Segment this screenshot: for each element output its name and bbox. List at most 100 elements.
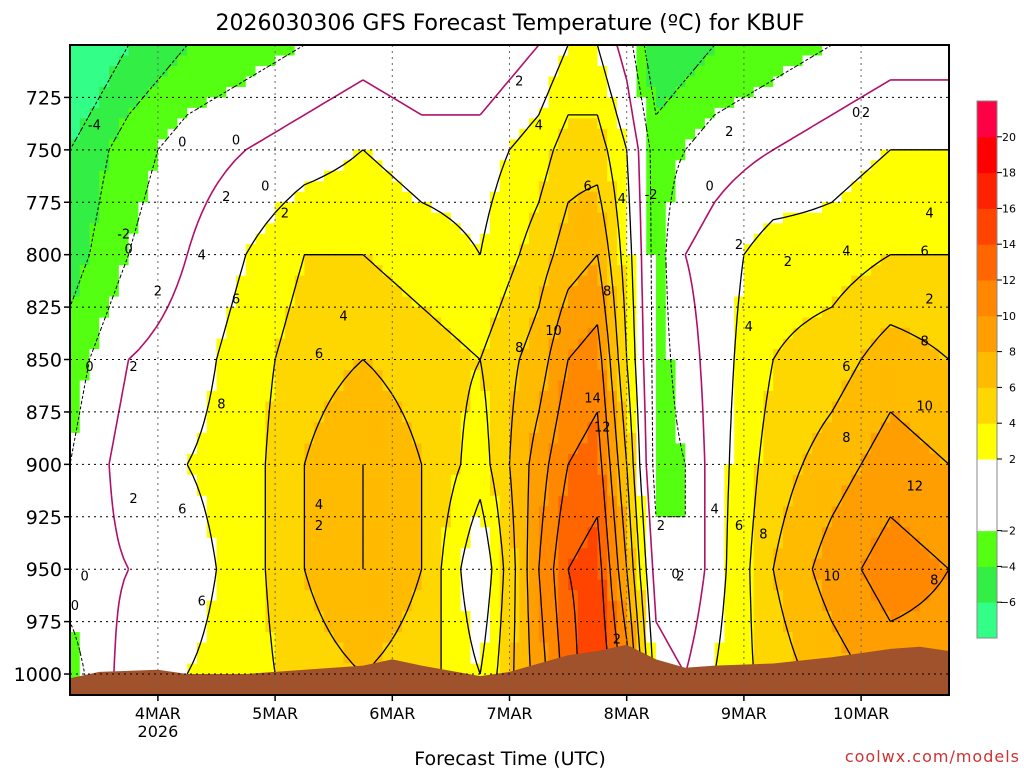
temperature-cell: [470, 181, 481, 193]
temperature-cell: [226, 307, 237, 319]
temperature-cell: [353, 474, 364, 486]
temperature-cell: [421, 516, 432, 528]
temperature-cell: [519, 149, 530, 161]
temperature-cell: [538, 307, 550, 319]
temperature-cell: [411, 244, 423, 256]
temperature-cell: [685, 296, 696, 308]
temperature-cell: [685, 191, 696, 203]
temperature-cell: [323, 107, 335, 119]
temperature-cell: [529, 76, 540, 88]
temperature-cell: [372, 45, 384, 57]
temperature-cell: [734, 212, 745, 224]
temperature-cell: [822, 191, 833, 203]
temperature-cell: [929, 181, 940, 193]
temperature-cell: [548, 275, 559, 287]
temperature-cell: [480, 464, 491, 476]
temperature-cell: [304, 390, 315, 403]
temperature-cell: [665, 118, 677, 130]
temperature-cell: [870, 76, 882, 88]
temperature-cell: [236, 223, 247, 235]
temperature-cell: [421, 275, 432, 287]
temperature-cell: [157, 390, 169, 403]
temperature-cell: [626, 212, 638, 224]
temperature-cell: [372, 516, 384, 528]
temperature-cell: [402, 453, 413, 465]
temperature-cell: [822, 265, 833, 277]
temperature-cell: [548, 55, 559, 67]
temperature-cell: [450, 86, 462, 99]
temperature-cell: [118, 212, 130, 224]
temperature-cell: [538, 590, 550, 602]
temperature-cell: [812, 160, 823, 172]
temperature-cell: [900, 307, 911, 319]
temperature-cell: [138, 474, 149, 486]
temperature-cell: [333, 128, 345, 140]
temperature-cell: [109, 233, 120, 245]
temperature-cell: [773, 97, 784, 109]
temperature-cell: [753, 338, 765, 350]
temperature-cell: [773, 296, 784, 308]
temperature-cell: [431, 495, 442, 507]
temperature-cell: [148, 128, 159, 140]
temperature-cell: [441, 527, 452, 539]
temperature-cell: [900, 600, 911, 612]
temperature-cell: [363, 191, 374, 203]
temperature-cell: [646, 76, 657, 88]
temperature-cell: [216, 202, 227, 214]
temperature-cell: [870, 380, 882, 392]
temperature-cell: [294, 296, 305, 308]
temperature-cell: [275, 558, 286, 570]
temperature-cell: [450, 139, 462, 151]
temperature-cell: [607, 202, 618, 214]
temperature-cell: [509, 370, 520, 382]
temperature-cell: [656, 338, 667, 350]
temperature-cell: [304, 118, 315, 130]
temperature-cell: [450, 558, 462, 570]
temperature-cell: [841, 296, 852, 308]
temperature-cell: [363, 506, 374, 518]
temperature-cell: [70, 474, 81, 486]
temperature-cell: [519, 537, 530, 549]
temperature-cell: [870, 254, 882, 266]
temperature-cell: [411, 55, 423, 67]
temperature-cell: [323, 338, 335, 350]
temperature-cell: [392, 97, 403, 109]
temperature-cell: [372, 474, 384, 486]
temperature-cell: [499, 55, 511, 67]
temperature-cell: [431, 611, 442, 623]
temperature-cell: [363, 516, 374, 528]
temperature-cell: [558, 328, 569, 340]
temperature-cell: [880, 527, 891, 539]
temperature-cell: [402, 338, 413, 350]
temperature-cell: [99, 55, 110, 67]
temperature-cell: [138, 170, 149, 182]
temperature-cell: [294, 474, 305, 486]
temperature-cell: [216, 621, 227, 633]
temperature-cell: [870, 139, 882, 151]
temperature-cell: [587, 170, 598, 182]
temperature-cell: [529, 118, 540, 130]
temperature-cell: [900, 223, 911, 235]
temperature-cell: [177, 537, 188, 549]
temperature-cell: [450, 380, 462, 392]
temperature-cell: [841, 411, 852, 424]
temperature-cell: [255, 45, 266, 57]
temperature-cell: [157, 328, 169, 340]
temperature-cell: [919, 191, 931, 203]
temperature-cell: [79, 516, 91, 528]
temperature-cell: [275, 548, 286, 560]
temperature-cell: [314, 495, 325, 507]
temperature-cell: [548, 370, 559, 382]
temperature-cell: [558, 128, 569, 140]
temperature-cell: [167, 275, 179, 287]
temperature-cell: [822, 170, 833, 182]
temperature-cell: [450, 600, 462, 612]
temperature-cell: [167, 181, 179, 193]
temperature-cell: [773, 65, 784, 78]
temperature-cell: [597, 296, 608, 308]
temperature-cell: [822, 55, 833, 67]
temperature-cell: [89, 558, 100, 570]
temperature-cell: [851, 149, 862, 161]
temperature-cell: [343, 548, 354, 560]
temperature-cell: [363, 590, 374, 602]
